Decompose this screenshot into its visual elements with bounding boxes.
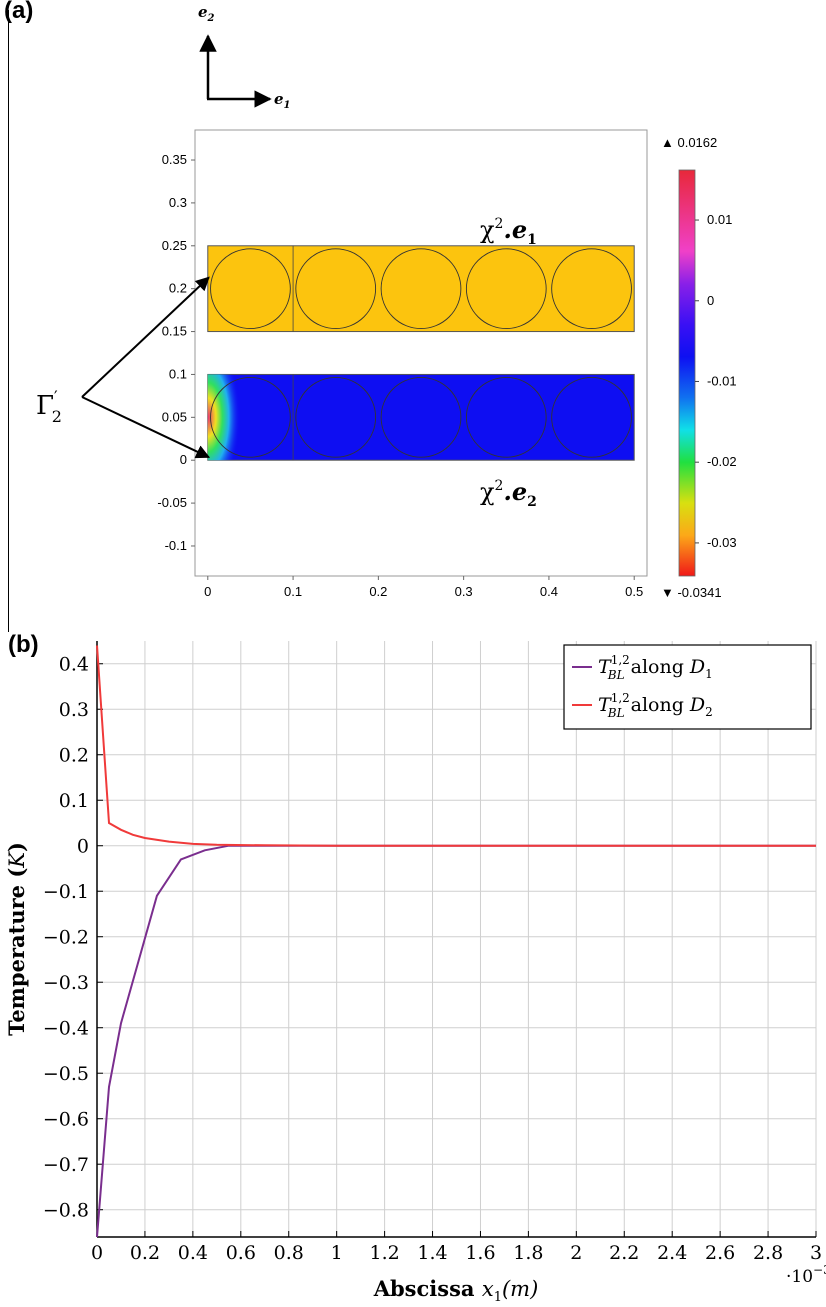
inclusion-circle: [551, 248, 632, 330]
boundary-layer-hotspot: [207, 374, 244, 461]
boundary-arrow-top: [81, 276, 210, 398]
colorbar-tick-label: 0: [707, 293, 714, 308]
x-tick-label: 0: [204, 584, 211, 599]
panel-b-line-chart: 0 0.2 0.4 0.6 0.8 1 1.2 1.4 1.6 1.8 2 2.2 2.4 2.6 2.8 3…: [4, 641, 826, 1305]
y-tick-label: 0.15: [162, 324, 187, 339]
x-tick-label: 2.8: [753, 1242, 783, 1264]
colorbar-tick-label: 0.01: [707, 212, 732, 227]
y-tick-label: −0.6: [43, 1109, 89, 1131]
y-tick-label: 0: [180, 452, 187, 467]
x-tick-label: 3: [810, 1242, 822, 1264]
inclusion-circle: [380, 248, 462, 330]
inclusion-circle: [210, 248, 291, 330]
x-tick-label: 0.8: [274, 1242, 304, 1264]
x-tick-label: 2.4: [657, 1242, 687, 1264]
y-tick-label: 0.35: [162, 152, 187, 167]
panel-a-colormap: 0 0.1 0.2 0.3 0.4 0.5 -0.1 -0.05 0 0.05 0.1 0.15 0.2…: [36, 3, 737, 600]
y-tick-label: -0.1: [165, 538, 187, 553]
x-multiplier: ·10−3: [786, 1263, 826, 1287]
boundary-arrow-bottom: [81, 396, 211, 459]
inclusion-circle: [380, 376, 462, 458]
plot-frame: [194, 129, 648, 577]
y-tick-label: −0.2: [43, 927, 89, 949]
x-tick-label: 1: [331, 1242, 343, 1264]
x-tick-label: 1.8: [513, 1242, 543, 1264]
x-tick-label: 1.6: [465, 1242, 495, 1264]
x-tick-label: 0.2: [130, 1242, 160, 1264]
inclusion-circle: [465, 376, 547, 458]
legend-label-2: T1,2 BL along D2: [598, 691, 713, 720]
x-tick-label: 0.5: [625, 584, 643, 599]
colorbar: [678, 169, 696, 577]
x-tick-label: 1.4: [417, 1242, 447, 1264]
x-tick-label: 0.2: [369, 584, 387, 599]
e2-label: e2: [198, 3, 215, 24]
y-tick-label: 0.25: [162, 238, 187, 253]
inclusion-circle: [551, 376, 632, 458]
y-tick-label: −0.5: [43, 1063, 89, 1085]
colorbar-tick-label: -0.03: [707, 535, 737, 550]
series-line-1: [96, 844, 816, 1238]
inclusion-circle: [465, 248, 547, 330]
series-line-2: [96, 645, 816, 847]
boundary-label: Γ′ 2: [36, 387, 62, 426]
y-tick-label: 0.1: [59, 790, 89, 812]
y-tick-label: 0.3: [59, 699, 89, 721]
inclusion-circle: [295, 376, 377, 458]
inclusion-circle: [295, 248, 377, 330]
y-tick-label: −0.3: [43, 972, 89, 994]
x-tick-label: 1.2: [369, 1242, 399, 1264]
x-tick-label: 2.6: [705, 1242, 735, 1264]
y-tick-label: −0.8: [43, 1200, 89, 1222]
y-tick-label: 0.1: [169, 366, 187, 381]
x-tick-label: 2: [570, 1242, 582, 1264]
colorbar-min-label: ▼ -0.0341: [661, 585, 722, 600]
y-tick-label: 0.2: [59, 745, 89, 767]
panel-b-label: (b): [8, 631, 39, 658]
inclusion-circle: [210, 376, 291, 458]
x-tick-label: 0.4: [178, 1242, 208, 1264]
strip-1: [207, 245, 635, 333]
x-axis-title: Abscissa x1(m): [373, 1276, 539, 1305]
y-tick-label: 0.4: [59, 654, 89, 676]
e1-label: e1: [274, 90, 291, 111]
x-tick-label: 2.2: [609, 1242, 639, 1264]
y-axis-title: Temperature (K): [4, 842, 29, 1036]
legend-label-1: T1,2 BL along D1: [598, 653, 713, 682]
y-tick-label: 0: [77, 836, 89, 858]
colorbar-max-label: ▲ 0.0162: [661, 135, 717, 150]
legend-box: [563, 644, 812, 730]
colorbar-tick-label: -0.02: [707, 454, 737, 469]
strip-label-2: χ2.e2: [480, 477, 537, 510]
y-tick-label: 0.3: [169, 195, 187, 210]
y-tick-label: 0.2: [169, 281, 187, 296]
y-tick-label: 0.05: [162, 409, 187, 424]
panel-a-label: (a): [4, 0, 34, 24]
y-tick-label: −0.1: [43, 881, 89, 903]
x-tick-label: 0.1: [284, 584, 302, 599]
y-tick-label: −0.4: [43, 1018, 89, 1040]
x-tick-label: 0: [91, 1242, 103, 1264]
strip-2: [207, 373, 635, 461]
x-tick-label: 0.3: [455, 584, 473, 599]
y-tick-label: −0.7: [43, 1154, 89, 1176]
colorbar-tick-label: -0.01: [707, 373, 737, 388]
x-tick-label: 0.6: [226, 1242, 256, 1264]
strip-label-1: χ2.e1: [480, 215, 537, 248]
x-tick-label: 0.4: [540, 584, 558, 599]
y-tick-label: -0.05: [157, 495, 187, 510]
panel-a-left-rule: [8, 10, 9, 632]
